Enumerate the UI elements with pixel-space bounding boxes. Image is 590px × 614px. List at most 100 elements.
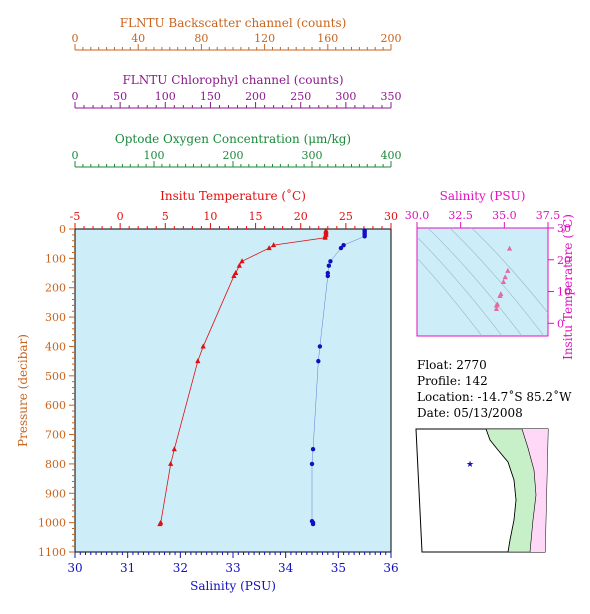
pressure-tick-label: 400 — [45, 340, 66, 353]
tick-label: 150 — [200, 90, 221, 103]
pressure-tick-label: 800 — [45, 458, 66, 471]
axis-title: Optode Oxygen Concentration (μm/kg) — [115, 132, 351, 146]
ts-point — [505, 267, 511, 273]
chlorophyll-axis: FLNTU Chlorophyl channel (counts) 0 50 100 1… — [72, 73, 402, 109]
density-contour — [449, 228, 545, 336]
tick-label: 50 — [113, 90, 127, 103]
salinity-axis-title: Salinity (PSU) — [190, 579, 276, 593]
ts-temperature-tick-label: 30 — [557, 222, 571, 235]
salinity-point — [310, 447, 316, 452]
ts-point — [502, 274, 508, 280]
location: Location: -14.7˚S 85.2˚W — [417, 389, 572, 404]
density-contour — [427, 228, 523, 336]
ts-temperature-tick-label: 10 — [557, 286, 571, 299]
salinity-point — [310, 521, 316, 527]
salinity-point — [328, 259, 333, 264]
ts-point — [500, 279, 507, 284]
profile-number: Profile: 142 — [417, 374, 488, 388]
salinity-tick-label: 32 — [173, 561, 188, 575]
temperature-tick-label: 15 — [249, 210, 263, 223]
salinity-tick-label: 33 — [225, 561, 240, 575]
temperature-tick-label: 20 — [294, 210, 308, 223]
pressure-tick-label: 1000 — [38, 517, 66, 530]
tick-label: 0 — [72, 149, 79, 162]
backscatter-axis: FLNTU Backscatter channel (counts) 0 40 80 1… — [72, 16, 402, 51]
salinity-tick-label: 31 — [120, 561, 135, 575]
axis-title: FLNTU Chlorophyl channel (counts) — [122, 73, 343, 87]
salinity-tick-label: 30 — [67, 561, 82, 575]
pressure-tick-label: 1100 — [38, 546, 66, 559]
axis-title: FLNTU Backscatter channel (counts) — [120, 16, 347, 30]
tick-label: 300 — [302, 149, 323, 162]
pressure-tick-label: 700 — [45, 429, 66, 442]
temperature-point — [233, 270, 239, 276]
salinity-point — [326, 263, 332, 268]
ts-point — [493, 306, 500, 311]
ts-temperature-tick-label: 0 — [557, 317, 564, 330]
temperature-point — [271, 242, 277, 248]
temperature-tick-label: 0 — [117, 210, 124, 223]
oxygen-axis: Optode Oxygen Concentration (μm/kg) 0 100 2… — [72, 132, 402, 168]
temperature-point — [157, 521, 163, 527]
density-contour — [417, 236, 503, 336]
salinity-tick-label: 35 — [331, 561, 346, 575]
float-id: Float: 2770 — [417, 358, 487, 372]
tick-label: 400 — [381, 149, 402, 162]
tick-label: 300 — [335, 90, 356, 103]
ts-point — [493, 302, 500, 308]
tick-label: 0 — [72, 32, 79, 45]
tick-label: 100 — [144, 149, 165, 162]
tick-label: 200 — [381, 32, 402, 45]
salinity-tick-label: 34 — [278, 561, 294, 575]
temperature-point — [200, 343, 206, 349]
tick-label: 200 — [223, 149, 244, 162]
tick-label: 120 — [254, 32, 275, 45]
ts-point — [497, 292, 503, 298]
ts-temperature-title: Insitu Temperature (˚C) — [560, 214, 575, 360]
pressure-tick-label: 600 — [45, 399, 66, 412]
date: Date: 05/13/2008 — [417, 406, 523, 420]
salinity-point — [309, 461, 315, 467]
ts-point — [506, 245, 513, 251]
ts-salinity-tick-label: 30.0 — [405, 209, 430, 222]
pressure-tick-label: 200 — [45, 282, 66, 295]
temperature-point — [231, 272, 237, 278]
temperature-point — [168, 460, 174, 466]
ts-salinity-title: Salinity (PSU) — [440, 189, 526, 203]
salinity-point — [316, 358, 321, 364]
tick-label: 160 — [317, 32, 338, 45]
temperature-point — [171, 446, 177, 452]
ts-salinity-tick-label: 35.0 — [492, 209, 517, 222]
density-contours — [417, 228, 548, 336]
tick-label: 40 — [131, 32, 145, 45]
tick-label: 80 — [194, 32, 208, 45]
tick-label: 100 — [155, 90, 176, 103]
pressure-axis-title: Pressure (decibar) — [16, 334, 30, 447]
pressure-tick-label: 900 — [45, 487, 66, 500]
tick-label: 350 — [381, 90, 402, 103]
temperature-tick-label: 10 — [203, 210, 217, 223]
temperature-point — [266, 245, 272, 251]
pressure-tick-label: 100 — [45, 252, 66, 265]
temperature-point — [236, 262, 242, 268]
temperature-tick-label: 25 — [339, 210, 353, 223]
tick-label: 0 — [72, 90, 79, 103]
map-coastline — [485, 428, 517, 553]
pressure-tick-label: 500 — [45, 370, 66, 383]
location-map: ★ — [415, 428, 549, 553]
tick-label: 250 — [290, 90, 311, 103]
salinity-point — [341, 242, 346, 248]
ts-salinity-tick-label: 32.5 — [448, 209, 473, 222]
salinity-tick-label: 36 — [383, 561, 398, 575]
temperature-tick-label: -5 — [70, 210, 81, 223]
ts-salinity-tick-label: 37.5 — [536, 209, 561, 222]
pressure-tick-label: 300 — [45, 311, 66, 324]
pressure-tick-label: 0 — [59, 223, 66, 236]
density-contour — [471, 228, 548, 314]
ts-temperature-tick-label: 20 — [557, 254, 571, 267]
temperature-tick-label: 5 — [162, 210, 169, 223]
float-location-star: ★ — [466, 460, 474, 470]
salinity-point — [325, 273, 330, 279]
temperature-point — [239, 258, 245, 264]
